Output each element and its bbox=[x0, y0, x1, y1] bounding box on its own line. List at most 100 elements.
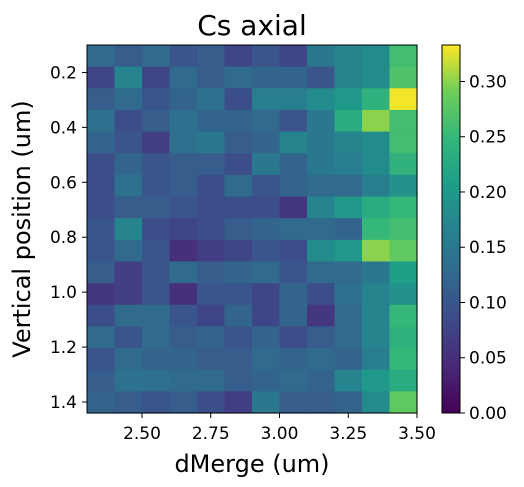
heatmap-cell bbox=[362, 88, 390, 110]
heatmap-cell bbox=[115, 88, 143, 110]
heatmap-cell bbox=[362, 218, 390, 240]
heatmap-cell bbox=[335, 45, 363, 67]
heatmap-cell bbox=[225, 218, 253, 240]
heatmap-cell bbox=[252, 218, 280, 240]
heatmap-cell bbox=[225, 348, 253, 370]
heatmap-cell bbox=[197, 175, 225, 197]
heatmap-cell bbox=[142, 370, 170, 392]
heatmap-cell bbox=[390, 132, 418, 154]
heatmap-cell bbox=[87, 67, 115, 89]
heatmap-cell bbox=[280, 348, 308, 370]
heatmap-cell bbox=[87, 175, 115, 197]
heatmap-cell bbox=[115, 326, 143, 348]
heatmap-cell bbox=[87, 197, 115, 219]
heatmap-cells bbox=[87, 45, 418, 414]
heatmap-cell bbox=[197, 305, 225, 327]
heatmap-cell bbox=[390, 218, 418, 240]
heatmap-cell bbox=[197, 283, 225, 305]
heatmap-cell bbox=[280, 326, 308, 348]
heatmap-cell bbox=[390, 153, 418, 175]
heatmap-cell bbox=[307, 67, 335, 89]
heatmap-cell bbox=[390, 391, 418, 413]
x-tick-label: 3.00 bbox=[261, 424, 299, 444]
heatmap-cell bbox=[142, 218, 170, 240]
heatmap-cell bbox=[335, 261, 363, 283]
heatmap-cell bbox=[280, 197, 308, 219]
y-tick-label: 0.8 bbox=[50, 228, 77, 248]
heatmap-cell bbox=[307, 153, 335, 175]
heatmap-cell bbox=[252, 348, 280, 370]
heatmap-cell bbox=[87, 153, 115, 175]
heatmap-cell bbox=[87, 45, 115, 67]
heatmap-cell bbox=[307, 391, 335, 413]
heatmap-cell bbox=[335, 218, 363, 240]
heatmap-cell bbox=[390, 370, 418, 392]
heatmap-cell bbox=[170, 175, 198, 197]
heatmap-cell bbox=[390, 88, 418, 110]
heatmap-cell bbox=[307, 132, 335, 154]
y-tick-label: 1.2 bbox=[50, 338, 77, 358]
heatmap-cell bbox=[280, 283, 308, 305]
heatmap-cell bbox=[170, 67, 198, 89]
colorbar-tick-label: 0.25 bbox=[469, 128, 507, 148]
heatmap-cell bbox=[170, 261, 198, 283]
heatmap-cell bbox=[225, 67, 253, 89]
heatmap-cell bbox=[252, 391, 280, 413]
heatmap-cell bbox=[115, 153, 143, 175]
heatmap-cell bbox=[280, 370, 308, 392]
heatmap-cell bbox=[87, 283, 115, 305]
heatmap-cell bbox=[115, 370, 143, 392]
heatmap-cell bbox=[335, 153, 363, 175]
heatmap-cell bbox=[170, 218, 198, 240]
heatmap-cell bbox=[115, 45, 143, 67]
heatmap-cell bbox=[115, 391, 143, 413]
heatmap-cell bbox=[362, 305, 390, 327]
heatmap-cell bbox=[115, 175, 143, 197]
heatmap-cell bbox=[390, 261, 418, 283]
heatmap-cell bbox=[252, 45, 280, 67]
heatmap-cell bbox=[225, 110, 253, 132]
heatmap-cell bbox=[390, 67, 418, 89]
colorbar-tick-label: 0.05 bbox=[469, 349, 507, 369]
heatmap-cell bbox=[87, 391, 115, 413]
y-axis-ticks: 0.2 0.4 0.6 0.8 1.0 1.2 1.4 bbox=[50, 63, 87, 413]
heatmap-cell bbox=[335, 88, 363, 110]
heatmap-cell bbox=[307, 240, 335, 262]
heatmap-cell bbox=[225, 197, 253, 219]
heatmap-cell bbox=[115, 283, 143, 305]
heatmap-cell bbox=[142, 240, 170, 262]
heatmap-cell bbox=[280, 88, 308, 110]
heatmap-cell bbox=[87, 348, 115, 370]
heatmap-cell bbox=[170, 305, 198, 327]
heatmap-cell bbox=[115, 218, 143, 240]
heatmap-cell bbox=[197, 45, 225, 67]
heatmap-cell bbox=[362, 110, 390, 132]
heatmap-cell bbox=[362, 348, 390, 370]
heatmap-cell bbox=[225, 305, 253, 327]
heatmap-cell bbox=[362, 370, 390, 392]
heatmap-cell bbox=[170, 326, 198, 348]
heatmap-cell bbox=[87, 88, 115, 110]
heatmap-cell bbox=[307, 305, 335, 327]
heatmap-cell bbox=[225, 88, 253, 110]
heatmap-cell bbox=[170, 391, 198, 413]
heatmap-cell bbox=[307, 348, 335, 370]
heatmap-cell bbox=[280, 261, 308, 283]
heatmap-cell bbox=[252, 283, 280, 305]
heatmap-cell bbox=[307, 370, 335, 392]
heatmap-cell bbox=[225, 391, 253, 413]
heatmap-cell bbox=[225, 153, 253, 175]
heatmap-cell bbox=[280, 110, 308, 132]
heatmap-cell bbox=[197, 326, 225, 348]
heatmap-cell bbox=[307, 88, 335, 110]
heatmap-cell bbox=[197, 348, 225, 370]
heatmap-cell bbox=[197, 88, 225, 110]
heatmap-cell bbox=[87, 261, 115, 283]
heatmap-cell bbox=[225, 370, 253, 392]
heatmap-cell bbox=[170, 348, 198, 370]
heatmap-cell bbox=[252, 110, 280, 132]
heatmap-cell bbox=[87, 240, 115, 262]
heatmap-cell bbox=[87, 326, 115, 348]
heatmap-cell bbox=[362, 326, 390, 348]
heatmap-cell bbox=[115, 305, 143, 327]
